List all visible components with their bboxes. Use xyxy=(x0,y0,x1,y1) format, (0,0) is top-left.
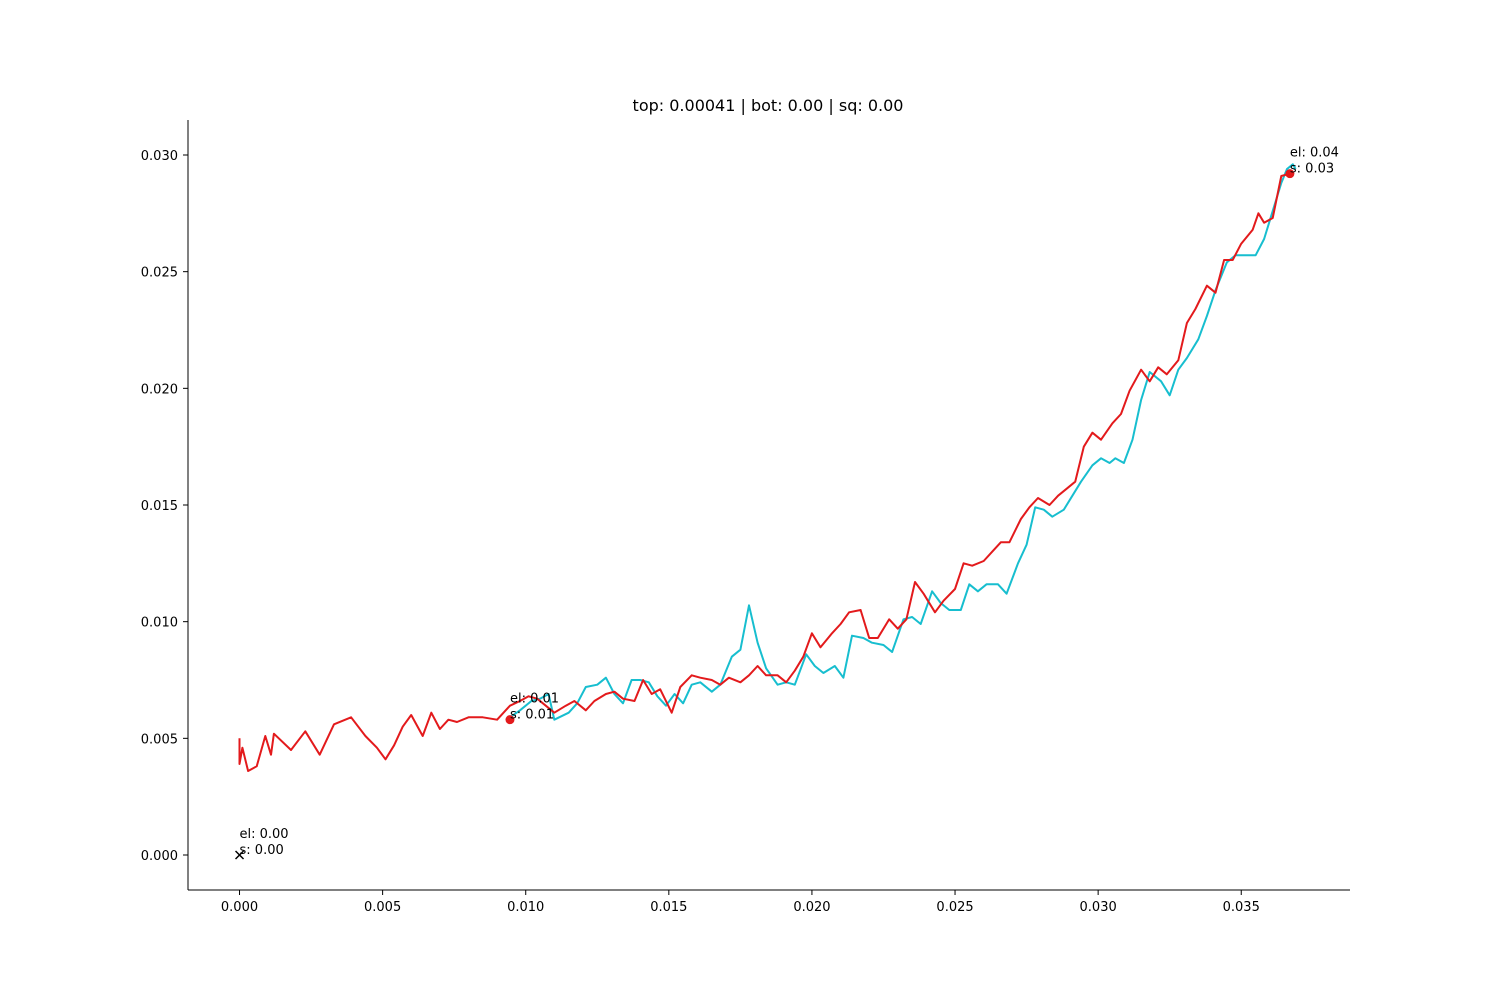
x-tick-label: 0.025 xyxy=(936,900,973,915)
series-line-2 xyxy=(238,172,1291,772)
marker-layer xyxy=(234,169,1295,860)
x-axis-ticks: 0.000 0.005 0.010 0.015 0.020 0.025 0.030 0.035 xyxy=(221,890,1260,915)
x-tick-label: 0.010 xyxy=(507,900,544,915)
origin-x-marker xyxy=(234,850,245,860)
y-tick-label: 0.030 xyxy=(141,149,178,164)
y-tick-label: 0.015 xyxy=(141,499,178,514)
annotation-label: s: 0.00 xyxy=(240,843,284,858)
x-tick-label: 0.005 xyxy=(364,900,401,915)
series-layer xyxy=(238,163,1297,772)
y-tick-label: 0.005 xyxy=(141,732,178,747)
x-tick-label: 0.000 xyxy=(221,900,258,915)
chart-title: top: 0.00041 | bot: 0.00 | sq: 0.00 xyxy=(633,96,904,115)
point-marker xyxy=(505,715,515,725)
y-tick-label: 0.025 xyxy=(141,266,178,281)
annotation-label: el: 0.04 xyxy=(1290,146,1339,161)
y-axis-ticks: 0.000 0.005 0.010 0.015 0.020 0.025 0.030 xyxy=(141,149,188,864)
y-tick-label: 0.000 xyxy=(141,849,178,864)
annotation-label: el: 0.01 xyxy=(510,692,559,707)
annotation-label: s: 0.03 xyxy=(1290,162,1334,177)
annotation-label: el: 0.00 xyxy=(240,827,289,842)
y-tick-label: 0.020 xyxy=(141,382,178,397)
x-tick-label: 0.035 xyxy=(1223,900,1260,915)
point-marker xyxy=(1285,169,1295,179)
annotation-layer: el: 0.00s: 0.00 el: 0.01s: 0.01 el: 0.04s:… xyxy=(240,146,1339,858)
series-line-1 xyxy=(509,163,1297,721)
x-tick-label: 0.015 xyxy=(650,900,687,915)
y-tick-label: 0.010 xyxy=(141,616,178,631)
x-tick-label: 0.020 xyxy=(793,900,830,915)
x-tick-label: 0.030 xyxy=(1080,900,1117,915)
annotation-label: s: 0.01 xyxy=(510,708,554,723)
